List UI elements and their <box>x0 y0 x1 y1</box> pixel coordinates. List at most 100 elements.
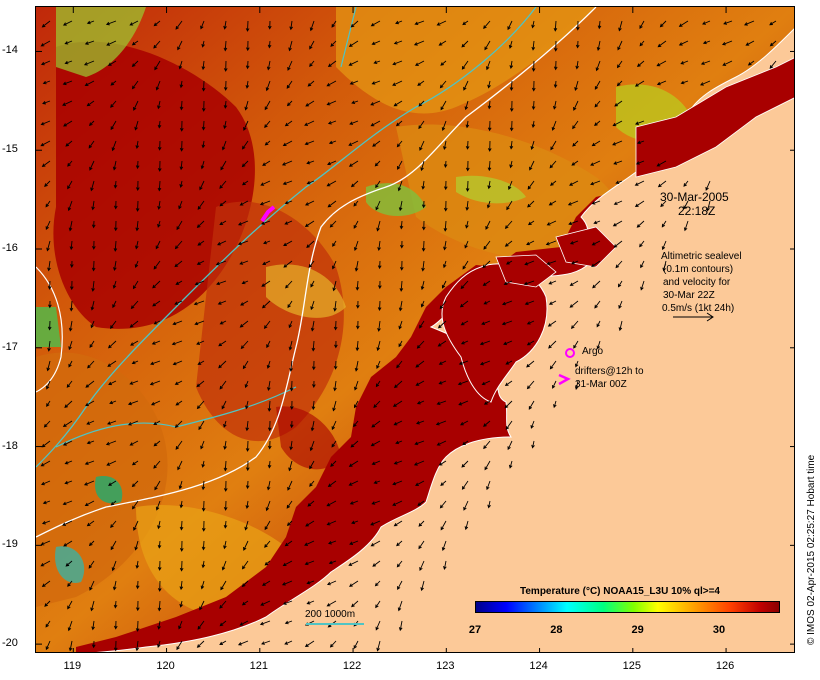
velocity-arrow <box>354 400 359 409</box>
velocity-arrow <box>154 60 161 71</box>
velocity-arrow <box>332 240 337 247</box>
velocity-arrow <box>528 400 535 410</box>
velocity-arrow <box>678 40 689 46</box>
velocity-arrow <box>400 240 404 249</box>
velocity-arrow <box>157 180 162 192</box>
velocity-arrow <box>113 260 117 272</box>
velocity-arrow <box>509 160 513 169</box>
velocity-arrow <box>415 380 425 386</box>
velocity-arrow <box>219 180 227 189</box>
velocity-arrow <box>462 440 469 446</box>
velocity-arrow <box>351 100 359 105</box>
velocity-arrow <box>201 60 206 71</box>
velocity-arrow <box>154 480 161 491</box>
velocity-arrow <box>129 380 139 385</box>
velocity-arrow <box>304 140 315 146</box>
velocity-arrow <box>153 20 161 27</box>
velocity-arrow <box>83 480 95 486</box>
velocity-arrow <box>550 140 557 151</box>
velocity-arrow <box>662 260 667 272</box>
velocity-arrow <box>113 640 118 652</box>
velocity-arrow <box>245 20 250 32</box>
velocity-arrow <box>240 300 249 306</box>
velocity-arrow <box>415 360 425 368</box>
velocity-arrow <box>526 380 535 390</box>
velocity-arrow <box>245 420 250 432</box>
velocity-arrow <box>47 260 51 272</box>
velocity-arrow <box>553 40 558 52</box>
velocity-arrow <box>88 120 95 126</box>
velocity-arrow <box>505 420 513 430</box>
velocity-arrow <box>377 240 381 252</box>
velocity-arrow <box>374 160 381 167</box>
velocity-arrow <box>393 40 403 45</box>
velocity-arrow <box>288 320 293 329</box>
velocity-arrow <box>487 500 491 509</box>
velocity-arrow <box>65 140 73 147</box>
velocity-arrow <box>413 460 425 466</box>
velocity-arrow <box>593 220 601 225</box>
velocity-arrow <box>310 280 315 288</box>
x-tick-label: 121 <box>249 660 268 672</box>
velocity-scale-label: 0.5m/s (1kt 24h) <box>662 303 735 314</box>
velocity-arrow <box>223 520 228 529</box>
velocity-arrow <box>371 420 381 428</box>
colorbar-label: 27 <box>468 624 482 636</box>
velocity-arrow <box>413 40 425 46</box>
velocity-arrow <box>64 460 73 465</box>
velocity-arrow <box>420 300 425 308</box>
velocity-arrow <box>223 100 228 109</box>
velocity-arrow <box>355 320 360 330</box>
velocity-arrow <box>485 60 491 71</box>
velocity-arrow <box>435 420 447 426</box>
velocity-arrow <box>267 460 272 469</box>
velocity-arrow <box>157 200 161 210</box>
velocity-arrow <box>67 180 73 190</box>
velocity-arrow <box>370 120 381 127</box>
velocity-arrow <box>45 380 51 390</box>
velocity-arrow <box>241 160 249 168</box>
velocity-arrow <box>87 360 95 369</box>
velocity-arrow <box>590 160 601 166</box>
velocity-arrow <box>634 200 645 208</box>
sealevel-line-2: (0.1m contours) <box>663 264 734 275</box>
velocity-arrow <box>157 640 161 648</box>
velocity-arrow <box>465 220 469 229</box>
velocity-arrow <box>332 400 337 412</box>
velocity-arrow <box>418 120 425 130</box>
velocity-arrow <box>223 60 228 72</box>
velocity-arrow <box>355 280 360 291</box>
velocity-arrow <box>331 420 337 431</box>
velocity-arrow <box>69 300 74 312</box>
velocity-arrow <box>398 620 403 632</box>
velocity-arrow <box>135 580 140 590</box>
velocity-arrow <box>42 500 51 505</box>
velocity-arrow <box>334 340 338 349</box>
velocity-arrow <box>659 20 667 28</box>
velocity-arrow <box>393 420 403 426</box>
velocity-arrow <box>201 120 206 131</box>
velocity-arrow <box>419 560 425 571</box>
velocity-arrow <box>179 600 183 608</box>
velocity-arrow <box>331 440 337 448</box>
velocity-arrow <box>282 180 293 185</box>
velocity-arrow <box>661 220 667 228</box>
velocity-arrow <box>326 180 337 187</box>
velocity-arrow <box>260 180 271 186</box>
velocity-arrow <box>504 380 513 387</box>
velocity-arrow <box>135 200 140 212</box>
velocity-arrow <box>45 200 51 208</box>
velocity-arrow <box>483 240 491 250</box>
velocity-arrow <box>179 100 184 111</box>
x-tick-label: 120 <box>156 660 175 672</box>
velocity-arrow <box>223 420 227 428</box>
velocity-arrow <box>196 260 205 265</box>
velocity-arrow <box>419 140 425 151</box>
velocity-arrow <box>200 440 205 450</box>
velocity-arrow <box>614 100 623 107</box>
velocity-arrow <box>504 400 513 409</box>
velocity-arrow <box>219 380 227 390</box>
velocity-arrow <box>465 180 470 192</box>
velocity-arrow <box>505 360 513 365</box>
velocity-arrow <box>636 60 645 67</box>
